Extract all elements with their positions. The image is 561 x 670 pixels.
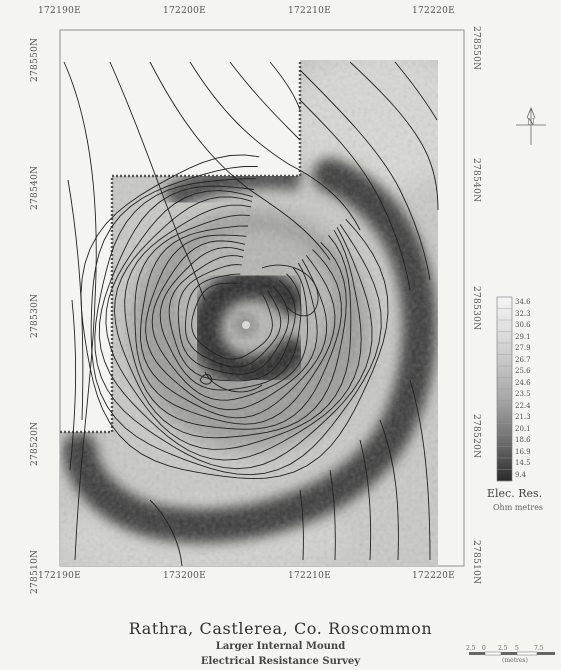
north-arrow	[516, 106, 546, 145]
left-northing-label: 278550N	[30, 37, 40, 82]
right-northing-label: 278510N	[471, 540, 481, 585]
left-northing-label: 278520N	[30, 421, 40, 466]
north-arrow-label: N	[527, 118, 535, 128]
contour-line	[261, 264, 319, 317]
contour-line	[199, 373, 213, 385]
legend-value-label: 27.9	[515, 344, 531, 353]
contour-line	[159, 247, 302, 391]
contour-line	[134, 214, 336, 425]
legend-value-label: 22.4	[515, 401, 531, 410]
right-northing-label: 278550N	[471, 26, 481, 71]
right-northing-label: 278540N	[471, 158, 481, 203]
bottom-easting-label: 172220E	[412, 571, 456, 581]
left-northing-label: 278540N	[30, 165, 40, 210]
top-easting-label: 172220E	[412, 6, 456, 16]
contour-line	[329, 469, 336, 561]
legend-units: Ohm metres	[493, 503, 544, 512]
legend-value-label: 26.7	[515, 355, 531, 364]
legend-value-label: 20.1	[515, 424, 531, 433]
top-easting-label: 172200E	[163, 6, 207, 16]
scale-bar-tick-label: 0	[482, 645, 486, 652]
map-subtitle: Larger Internal Mound	[215, 641, 346, 652]
left-northing-label: 278530N	[30, 293, 40, 338]
contour-line	[67, 179, 84, 421]
contour-line	[168, 255, 296, 382]
legend-ticks	[497, 308, 512, 482]
legend-value-label: 16.9	[515, 447, 531, 456]
top-easting-label: 172210E	[288, 6, 332, 16]
contour-line	[204, 371, 263, 393]
contour-line	[299, 69, 431, 281]
legend-value-label: 18.6	[515, 436, 531, 445]
right-northing-label: 278520N	[471, 414, 481, 459]
contour-line	[299, 99, 411, 291]
contour-line	[80, 154, 389, 480]
contour-line	[394, 61, 438, 121]
bottom-easting-label: 173200E	[163, 571, 207, 581]
scale-bar-tick-label: 5	[515, 645, 519, 652]
contour-line	[299, 489, 304, 561]
right-northing-label: 278530N	[471, 286, 481, 331]
contour-line	[140, 225, 328, 419]
contour-line	[98, 185, 362, 461]
contour-line	[63, 61, 97, 561]
legend-value-label: 21.3	[515, 413, 531, 422]
contour-line	[191, 282, 273, 360]
legend-value-label: 29.1	[515, 332, 531, 341]
legend-title: Elec. Res.	[487, 487, 543, 500]
map-subtitle: Electrical Resistance Survey	[200, 656, 361, 667]
map-title: Rathra, Castlerea, Co. Roscommon	[128, 619, 433, 638]
legend-value-label: 34.6	[515, 298, 531, 307]
contour-line	[409, 379, 431, 561]
scale-bar-tick-label: 2.5	[466, 645, 476, 652]
survey-boundary	[60, 60, 302, 434]
legend-value-label: 23.5	[515, 390, 531, 399]
contour-line	[359, 439, 372, 561]
contour-line	[269, 61, 301, 111]
legend-value-label: 32.3	[515, 309, 531, 318]
contour-line	[149, 499, 183, 567]
top-easting-label: 172190E	[38, 6, 82, 16]
contour-line	[90, 166, 382, 476]
contour-line	[151, 240, 308, 401]
scale-bar-tick-label: 7.5	[534, 645, 544, 652]
bottom-easting-label: 172190E	[38, 571, 82, 581]
contour-line	[109, 61, 206, 301]
legend-value-label: 9.4	[515, 470, 527, 479]
bottom-easting-label: 172210E	[288, 571, 332, 581]
contour-line	[124, 204, 342, 430]
scale-bar-tick-label: 2.5	[498, 645, 508, 652]
contour-line	[94, 178, 373, 470]
contour-line	[184, 273, 282, 368]
contour-line	[229, 61, 301, 141]
contour-line	[105, 190, 352, 450]
contour-lines	[63, 61, 439, 567]
contour-line	[69, 299, 77, 471]
legend-value-label: 24.6	[515, 378, 531, 387]
contour-line	[349, 61, 439, 211]
legend-value-label: 14.5	[515, 459, 531, 468]
legend-value-label: 30.6	[515, 321, 531, 330]
legend-value-label: 25.6	[515, 367, 531, 376]
contour-line	[177, 264, 290, 375]
contour-line	[379, 419, 399, 561]
contour-line	[149, 61, 331, 261]
scale-bar-graphic	[469, 651, 555, 656]
contour-line	[114, 196, 347, 439]
contour-line	[145, 234, 318, 411]
left-northing-label: 278510N	[30, 549, 40, 594]
scale-bar-units: (metres)	[502, 657, 528, 664]
contour-line	[189, 61, 361, 231]
